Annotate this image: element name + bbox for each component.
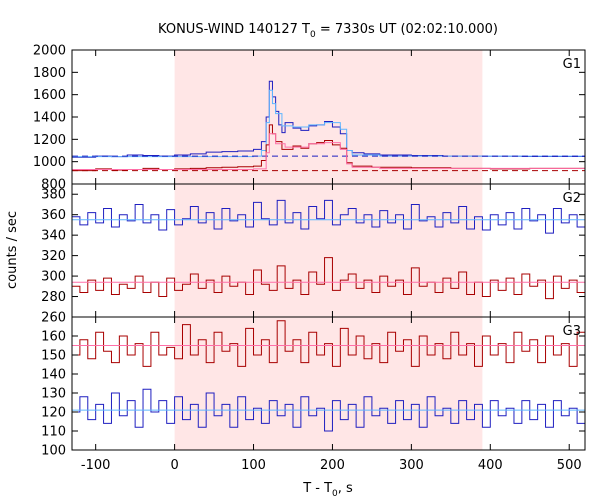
series-line-g3-blue-2 [72,388,585,432]
y-tick-label: 280 [41,290,66,305]
x-tick-label: 100 [241,458,266,473]
series-group [72,80,585,172]
y-axis-title: counts / sec [5,211,20,289]
y-tick-label: 140 [41,368,66,383]
panel-label: G2 [563,191,581,206]
y-tick-label: 1600 [33,88,66,103]
y-tick-label: 130 [41,387,66,402]
panel-g2: 260 280 300 320 340 360 380 G2 [41,183,586,326]
x-tick-label: 500 [557,458,582,473]
y-tick-label: 1800 [33,66,66,81]
series-line-g1-pink-4 [72,133,585,170]
y-tick-label: 300 [41,270,66,285]
y-tick-label: 320 [41,249,66,264]
x-tick-label: 200 [320,458,345,473]
shaded-interval [174,317,483,450]
x-tick-label: 400 [478,458,503,473]
y-tick-label: 110 [41,425,66,440]
series-group [72,320,585,432]
y-tick-label: 100 [41,444,66,459]
series-group [72,199,585,300]
shaded-interval [174,50,483,184]
y-tick-label: 1000 [33,155,66,170]
y-tick-label: 2000 [33,44,66,59]
series-line-g1-lightblue-1 [72,89,585,158]
y-tick-label: 260 [41,311,66,326]
panel-label: G1 [563,57,581,72]
y-tick-label: 1200 [33,133,66,148]
chart-title: KONUS-WIND 140127 T0 = 7330s UT (02:02:1… [158,22,498,40]
x-tick-label: 0 [170,458,178,473]
y-tick-label: 340 [41,229,66,244]
y-tick-label: 160 [41,330,66,345]
y-tick-label: 120 [41,406,66,421]
series-line-g2-darkred-2 [72,257,585,300]
panel-label: G3 [563,324,581,339]
x-tick-label: -100 [81,458,111,473]
panel-g1: 800 1000 1200 1400 1600 1800 2000 G1 [33,44,586,193]
y-tick-label: 150 [41,349,66,364]
y-tick-label: 800 [41,178,66,193]
x-axis-title: T - T0, s [302,481,353,499]
shaded-interval [174,184,483,317]
x-tick-label: 300 [399,458,424,473]
series-line-g3-darkred-0 [72,320,585,367]
panel-g3: 100 110 120 130 140 150 160 -100 0 100 200 300 400 50… [41,316,586,473]
y-tick-label: 380 [41,188,66,203]
y-tick-label: 1400 [33,111,66,126]
series-line-g2-blue-0 [72,199,585,234]
y-tick-label: 360 [41,208,66,223]
panel-frame [71,316,586,451]
